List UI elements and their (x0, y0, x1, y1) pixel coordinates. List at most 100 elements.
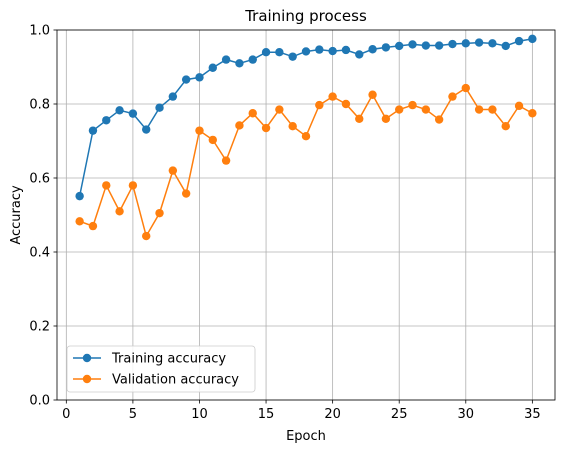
x-tick-label: 5 (129, 407, 137, 422)
legend-label: Training accuracy (111, 352, 226, 367)
data-point (168, 166, 178, 175)
y-tick-label: 0.4 (29, 246, 50, 261)
data-point (528, 34, 537, 44)
data-point (328, 92, 337, 101)
data-point (195, 126, 204, 135)
data-point (368, 45, 377, 54)
data-point (315, 100, 324, 110)
data-point (275, 48, 284, 57)
chart-title: Training process (244, 7, 367, 25)
y-tick-label: 0.2 (29, 320, 50, 335)
data-point (288, 122, 297, 131)
data-point (395, 105, 404, 114)
data-point (421, 41, 431, 50)
x-tick-label: 10 (191, 407, 208, 422)
data-point (248, 55, 257, 64)
legend-box (66, 345, 256, 393)
data-point (208, 63, 217, 72)
data-point (301, 131, 311, 141)
data-point (142, 125, 151, 134)
data-point (288, 52, 297, 61)
y-tick-label: 1.0 (29, 24, 50, 39)
y-tick-label: 0.0 (29, 394, 50, 409)
series-line (79, 87, 533, 239)
data-point (421, 105, 431, 114)
data-point (221, 55, 231, 64)
data-point (102, 181, 111, 190)
data-point (115, 106, 124, 115)
x-tick-label: 0 (62, 407, 70, 422)
series-line (78, 38, 533, 197)
data-point (195, 73, 204, 82)
data-point (341, 99, 351, 109)
legend-marker (82, 353, 92, 363)
data-point (474, 38, 484, 47)
data-point (248, 109, 257, 118)
x-tick-label: 25 (391, 407, 408, 422)
y-tick-label: 0.6 (29, 172, 50, 187)
data-point (275, 105, 284, 114)
data-point (395, 41, 404, 51)
data-point (501, 41, 510, 51)
data-point (448, 92, 457, 101)
data-point (514, 36, 524, 46)
data-point (155, 208, 164, 218)
x-axis-ticks: 0 5 10 15 20 25 30 35 (62, 400, 541, 422)
data-point (88, 126, 98, 135)
legend: Training accuracy Validation accuracy (66, 345, 256, 393)
series-validation (75, 83, 537, 241)
data-point (142, 231, 151, 241)
data-point (155, 103, 164, 112)
data-point (115, 207, 124, 216)
data-point (128, 181, 138, 190)
data-point (381, 114, 391, 124)
data-point (128, 109, 138, 118)
data-point (474, 105, 484, 114)
data-point (261, 48, 271, 57)
data-point (301, 47, 311, 56)
grid-lines (57, 29, 555, 401)
data-point (102, 116, 111, 125)
data-point (408, 100, 417, 110)
data-point (235, 121, 244, 130)
data-point (168, 92, 178, 101)
data-point (235, 59, 244, 68)
x-tick-label: 20 (324, 407, 341, 422)
data-point (75, 191, 84, 201)
data-point (408, 40, 417, 49)
data-point (501, 122, 510, 131)
data-point (488, 39, 497, 48)
data-point (208, 135, 217, 145)
data-point (434, 115, 444, 124)
data-point (461, 39, 470, 48)
legend-marker (82, 374, 92, 384)
data-point (181, 189, 191, 198)
data-point (261, 123, 271, 133)
x-axis-label: Epoch (286, 429, 326, 444)
data-point (461, 83, 470, 93)
data-point (88, 221, 98, 231)
data-point (528, 109, 537, 118)
data-point (355, 114, 364, 124)
legend-label: Validation accuracy (112, 373, 239, 388)
y-tick-label: 0.8 (29, 98, 50, 113)
data-point (181, 75, 191, 84)
y-axis-label: Accuracy (9, 185, 24, 245)
data-point (448, 39, 457, 49)
data-point (514, 101, 524, 111)
data-point (368, 90, 377, 99)
data-point (434, 41, 444, 50)
data-point (355, 50, 364, 59)
series-layer (75, 34, 537, 241)
data-point (488, 105, 497, 114)
series-training (75, 34, 537, 201)
data-point (75, 217, 84, 226)
data-point (381, 43, 391, 52)
x-tick-label: 15 (258, 407, 275, 422)
data-point (221, 156, 231, 165)
plot-frame (56, 29, 556, 401)
data-point (328, 46, 337, 56)
y-axis-ticks: 0.0 0.2 0.4 0.6 0.8 1.0 (29, 24, 57, 409)
x-tick-label: 30 (458, 407, 475, 422)
